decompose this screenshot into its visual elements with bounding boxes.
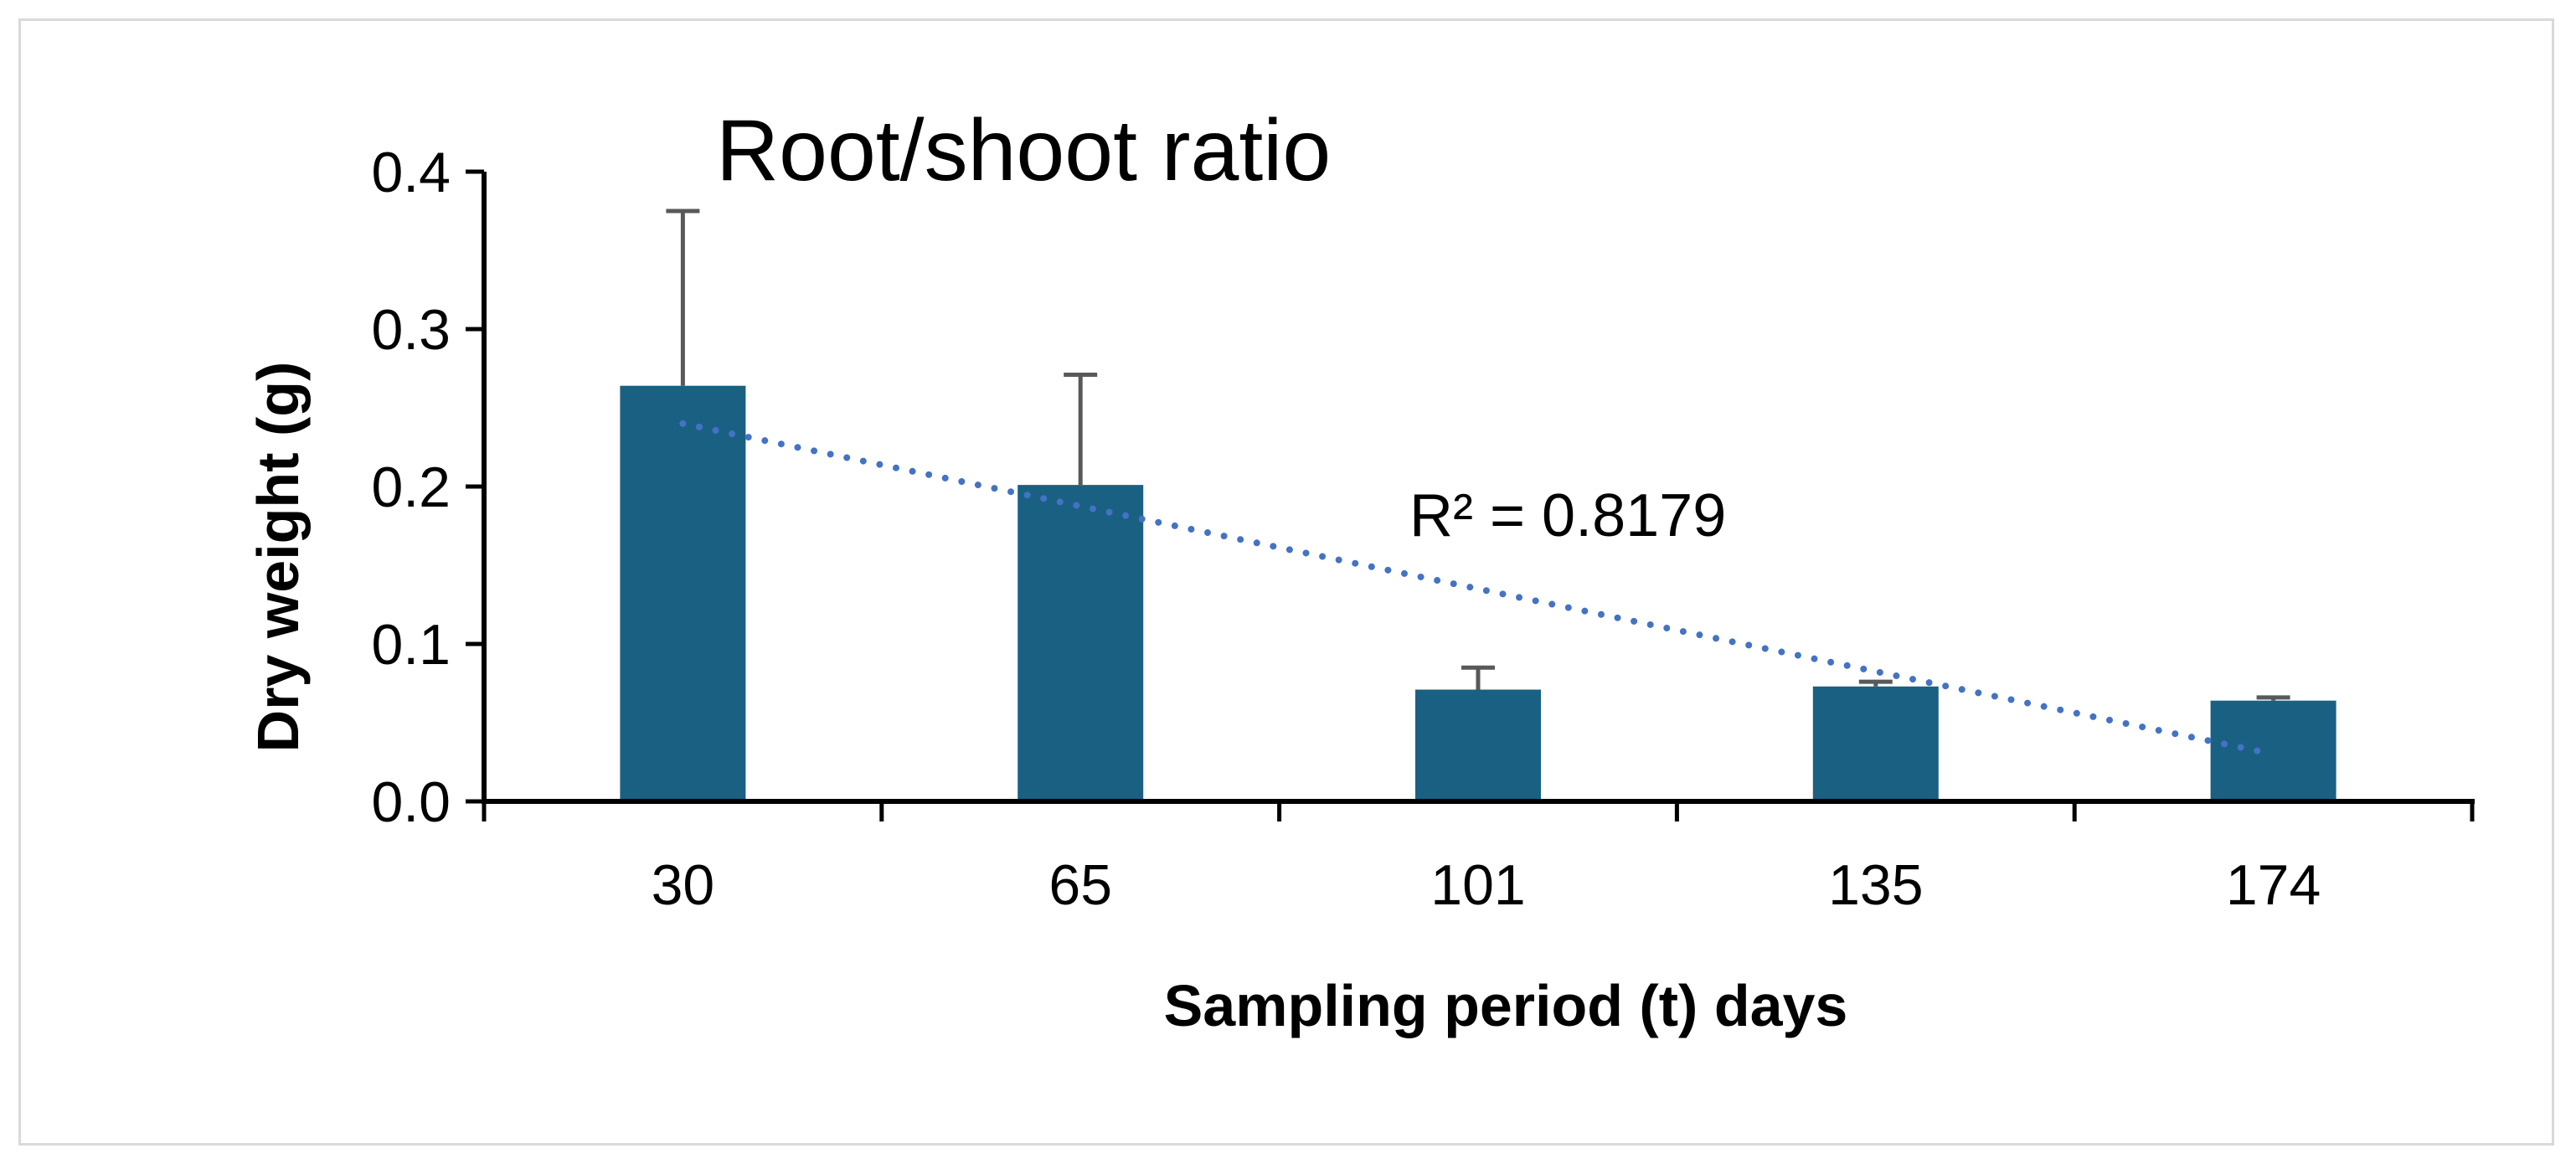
error-bars-layer [666,209,2290,701]
labels-layer: 0.0 0.1 0.2 0.3 0.4 30 65 101 135 174 [371,141,2321,917]
axes-layer [466,169,2475,821]
bar-101 [1415,689,1541,801]
trendline-layer [679,420,2277,758]
x-tick-label: 101 [1430,853,1525,917]
x-tick-label: 135 [1828,853,1923,917]
bar-30 [620,385,746,801]
trendline [679,420,2277,758]
x-axis-label: Sampling period (t) days [1164,973,1848,1038]
y-tick-label: 0.1 [371,613,451,677]
y-tick-label: 0.3 [371,298,451,362]
x-tick-label: 174 [2226,853,2321,917]
y-tick-label: 0.0 [371,770,451,834]
x-tick-label: 65 [1048,853,1112,917]
bars-layer [620,385,2336,801]
bar-174 [2210,700,2336,801]
x-tick-label: 30 [652,853,715,917]
chart-title: Root/shoot ratio [716,102,1331,199]
bar-65 [1018,485,1144,801]
y-tick-label: 0.4 [371,141,451,204]
y-tick-label: 0.2 [371,456,451,519]
bar-135 [1812,686,1939,801]
chart-frame [18,18,2554,1146]
y-axis-label: Dry weight (g) [245,362,311,753]
trendline-r2-label: R² = 0.8179 [1409,482,1726,549]
